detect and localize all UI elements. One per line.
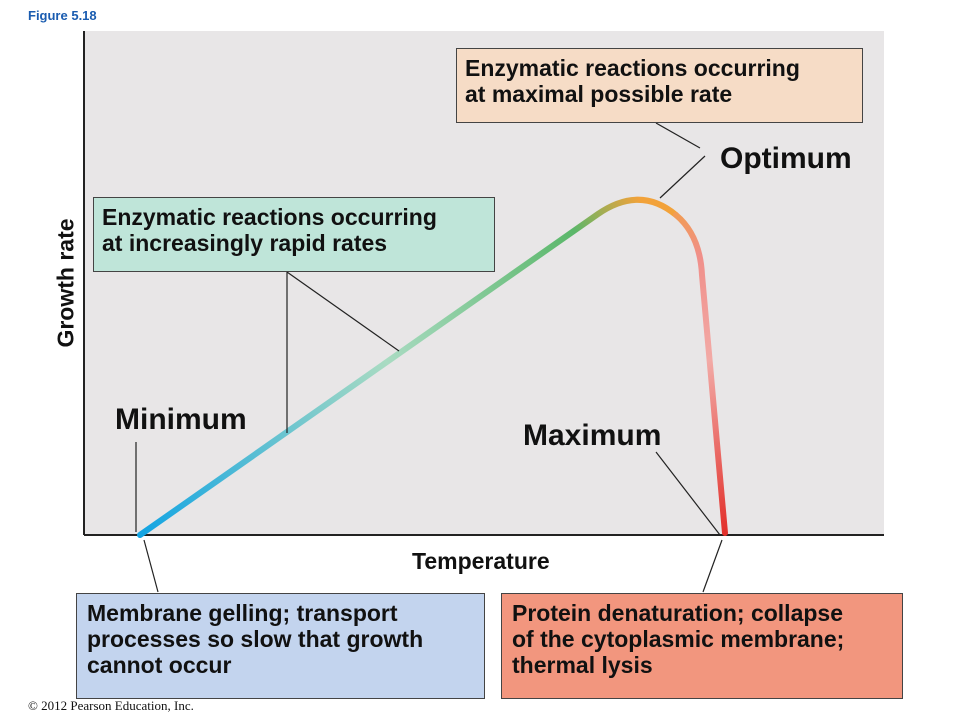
box-text-line: processes so slow that growth	[87, 626, 424, 652]
minimum-label: Minimum	[115, 403, 247, 436]
figure-label: Figure 5.18	[28, 8, 97, 23]
box-text-line: Enzymatic reactions occurring	[102, 204, 437, 230]
y-axis-label: Growth rate	[52, 218, 79, 348]
growth-curve-falling	[673, 212, 728, 536]
box-text-line: at increasingly rapid rates	[102, 230, 388, 256]
leader-lines	[135, 122, 723, 593]
box-text-line: Enzymatic reactions occurring	[465, 55, 800, 81]
increasing-rate-explanation-box: Enzymatic reactions occurring at increas…	[93, 197, 495, 272]
box-text-line: at maximal possible rate	[465, 81, 733, 107]
box-text-line: cannot occur	[87, 652, 232, 678]
box-text-line: Protein denaturation; collapse	[512, 600, 843, 626]
membrane-gelling-box: Membrane gelling; transport processes so…	[76, 593, 485, 699]
box-text-line: Membrane gelling; transport	[87, 600, 398, 626]
protein-denaturation-box: Protein denaturation; collapse of the cy…	[501, 593, 903, 699]
growth-curve-rising	[137, 196, 679, 538]
box-text-line: of the cytoplasmic membrane;	[512, 626, 845, 652]
optimum-explanation-box: Enzymatic reactions occurring at maximal…	[456, 48, 863, 123]
box-text-line: thermal lysis	[512, 652, 653, 678]
optimum-label: Optimum	[720, 142, 852, 175]
copyright-notice: © 2012 Pearson Education, Inc.	[28, 698, 194, 713]
x-axis-label: Temperature	[412, 548, 550, 574]
maximum-label: Maximum	[523, 419, 662, 452]
